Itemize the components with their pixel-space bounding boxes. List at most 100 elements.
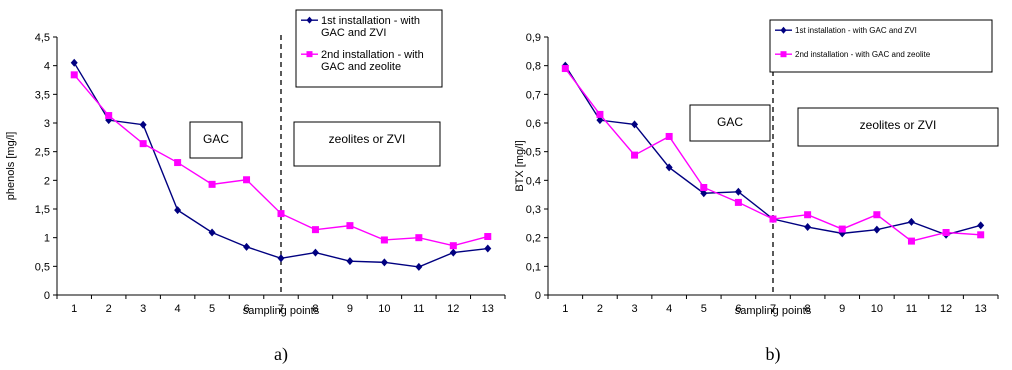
- y-tick-label: 0,5: [526, 147, 541, 159]
- annotation-box: [293, 121, 441, 167]
- x-tick-label: 4: [175, 303, 181, 315]
- x-tick-label: 5: [209, 303, 215, 315]
- data-point: [139, 140, 147, 148]
- data-point: [804, 211, 812, 219]
- x-tick-label: 13: [975, 303, 987, 315]
- y-tick-label: 0,5: [35, 261, 50, 273]
- data-point: [769, 215, 777, 223]
- data-point: [631, 120, 639, 129]
- data-point: [105, 112, 113, 120]
- data-point: [596, 110, 604, 118]
- x-tick-label: 7: [770, 303, 776, 315]
- data-point: [277, 210, 285, 218]
- legend-swatch-marker: [306, 51, 313, 58]
- annotation-label: GAC: [717, 115, 743, 129]
- y-tick-label: 0,8: [526, 61, 541, 73]
- y-tick-label: 0: [535, 290, 541, 302]
- x-tick-label: 9: [347, 303, 353, 315]
- data-point: [449, 248, 457, 257]
- legend: 1st installation - with GAC and ZVI 2nd i…: [769, 19, 993, 73]
- data-point: [665, 132, 673, 140]
- data-point: [734, 198, 742, 206]
- legend-label: 1st installation - with: [321, 15, 420, 27]
- y-tick-label: 1,5: [35, 204, 50, 216]
- x-tick-label: 10: [378, 303, 390, 315]
- x-tick-label: 1: [562, 303, 568, 315]
- panel-label: b): [766, 344, 781, 365]
- x-tick-label: 4: [666, 303, 672, 315]
- legend-swatch-marker: [780, 26, 787, 34]
- data-point: [380, 236, 388, 244]
- data-point: [174, 206, 182, 215]
- data-point: [977, 231, 985, 239]
- y-tick-label: 0,4: [526, 175, 541, 187]
- data-point: [311, 248, 319, 257]
- data-point: [631, 151, 639, 159]
- legend-box: [295, 9, 443, 88]
- x-tick-label: 7: [278, 303, 284, 315]
- legend-label: 2nd installation - with: [321, 49, 424, 61]
- data-point: [415, 262, 423, 271]
- y-axis-title: BTX [mg/l]: [514, 140, 526, 191]
- x-tick-label: 1: [71, 303, 77, 315]
- data-point: [139, 120, 147, 129]
- data-point: [734, 187, 742, 196]
- y-tick-label: 4: [44, 61, 50, 73]
- annotation-box: [797, 107, 999, 147]
- data-point: [484, 233, 492, 241]
- legend-swatch-marker: [780, 51, 787, 58]
- y-tick-label: 4,5: [35, 32, 50, 44]
- data-point: [415, 234, 423, 242]
- x-tick-label: 3: [631, 303, 637, 315]
- data-point: [484, 244, 492, 253]
- data-point: [449, 242, 457, 250]
- x-tick-label: 11: [413, 303, 424, 315]
- x-tick-label: 5: [701, 303, 707, 315]
- data-point: [596, 116, 604, 125]
- y-tick-label: 2: [44, 175, 50, 187]
- data-point: [700, 184, 708, 191]
- x-tick-label: 8: [805, 303, 811, 315]
- data-point: [665, 163, 673, 172]
- annotation-label: GAC: [203, 132, 229, 146]
- x-tick-label: 11: [906, 303, 917, 315]
- data-point: [243, 242, 251, 251]
- legend-label: GAC and zeolite: [321, 61, 401, 73]
- series-first-installation: [561, 61, 985, 239]
- data-point: [243, 176, 251, 184]
- y-tick-label: 0,6: [526, 118, 541, 130]
- legend-box: [769, 19, 993, 73]
- data-point: [70, 58, 78, 67]
- legend-label: 2nd installation - with GAC and zeolite: [795, 50, 931, 59]
- data-point: [873, 225, 881, 234]
- data-point: [838, 225, 846, 233]
- data-point: [346, 257, 354, 266]
- annotation-box: [689, 104, 771, 142]
- x-tick-label: 10: [871, 303, 883, 315]
- series-second-installation: [561, 65, 985, 245]
- y-tick-label: 0,2: [526, 233, 541, 245]
- data-point: [942, 229, 950, 237]
- y-tick-label: 1: [44, 233, 50, 245]
- y-tick-label: 3: [44, 118, 50, 130]
- y-tick-label: 0,7: [526, 89, 541, 101]
- data-point: [311, 226, 319, 234]
- x-tick-label: 12: [447, 303, 459, 315]
- y-tick-label: 0,9: [526, 32, 541, 44]
- y-tick-label: 0: [44, 290, 50, 302]
- x-axis-title: sampling points: [243, 305, 320, 317]
- x-tick-label: 12: [940, 303, 952, 315]
- y-tick-label: 0,3: [526, 204, 541, 216]
- data-point: [907, 217, 915, 226]
- annotation-label: zeolites or ZVI: [860, 118, 937, 132]
- x-tick-label: 3: [140, 303, 146, 315]
- legend-label: 1st installation - with GAC and ZVI: [795, 26, 917, 35]
- data-point: [174, 159, 182, 167]
- x-tick-label: 2: [597, 303, 603, 315]
- x-tick-label: 6: [735, 303, 741, 315]
- data-point: [277, 254, 285, 263]
- x-tick-label: 8: [312, 303, 318, 315]
- panel-label: a): [274, 344, 288, 365]
